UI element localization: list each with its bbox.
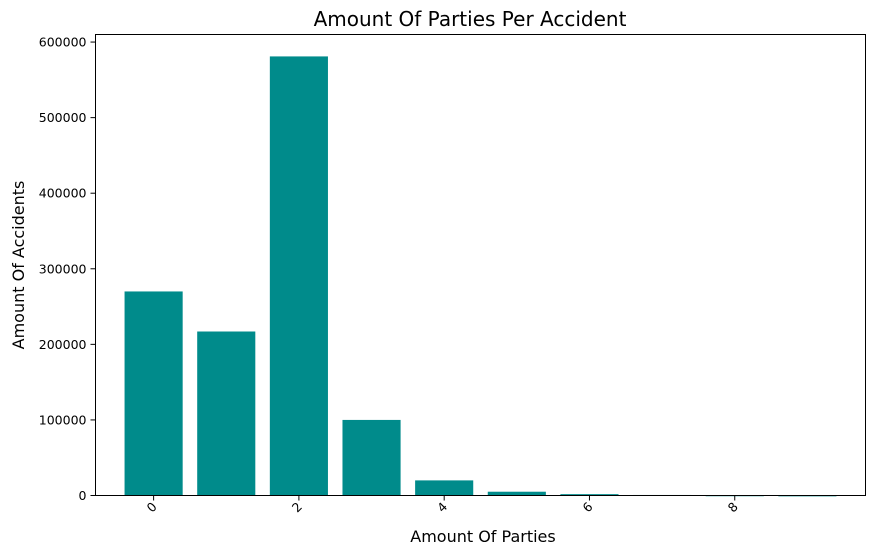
y-axis-label: Amount Of Accidents <box>9 181 28 350</box>
x-tick-label: 6 <box>579 499 595 515</box>
y-tick-label: 300000 <box>39 261 87 276</box>
bar-0 <box>124 291 183 496</box>
y-tick-label: 0 <box>79 488 87 503</box>
x-tick-label: 8 <box>725 499 741 515</box>
x-tick-label: 4 <box>434 499 450 515</box>
bar-4 <box>415 480 474 496</box>
bars-group <box>124 56 837 497</box>
bar-1 <box>197 331 256 496</box>
y-tick-label: 400000 <box>39 186 87 201</box>
y-tick-label: 100000 <box>39 412 87 427</box>
bar-5 <box>487 491 546 496</box>
y-tick-label: 600000 <box>39 35 87 50</box>
bar-2 <box>269 56 328 496</box>
x-axis-ticks: 0 2 4 6 8 <box>144 495 741 515</box>
x-axis-label: Amount Of Parties <box>410 527 555 546</box>
bar-3 <box>342 419 401 496</box>
bar-6 <box>560 494 619 496</box>
y-tick-label: 500000 <box>39 110 87 125</box>
x-tick-label: 0 <box>144 499 160 515</box>
chart-title: Amount Of Parties Per Accident <box>314 7 627 31</box>
plot-frame <box>95 34 866 496</box>
y-tick-label: 200000 <box>39 337 87 352</box>
x-tick-label: 2 <box>289 499 305 515</box>
y-axis-ticks: 0 100000 200000 300000 400000 500000 600000 <box>39 35 96 503</box>
